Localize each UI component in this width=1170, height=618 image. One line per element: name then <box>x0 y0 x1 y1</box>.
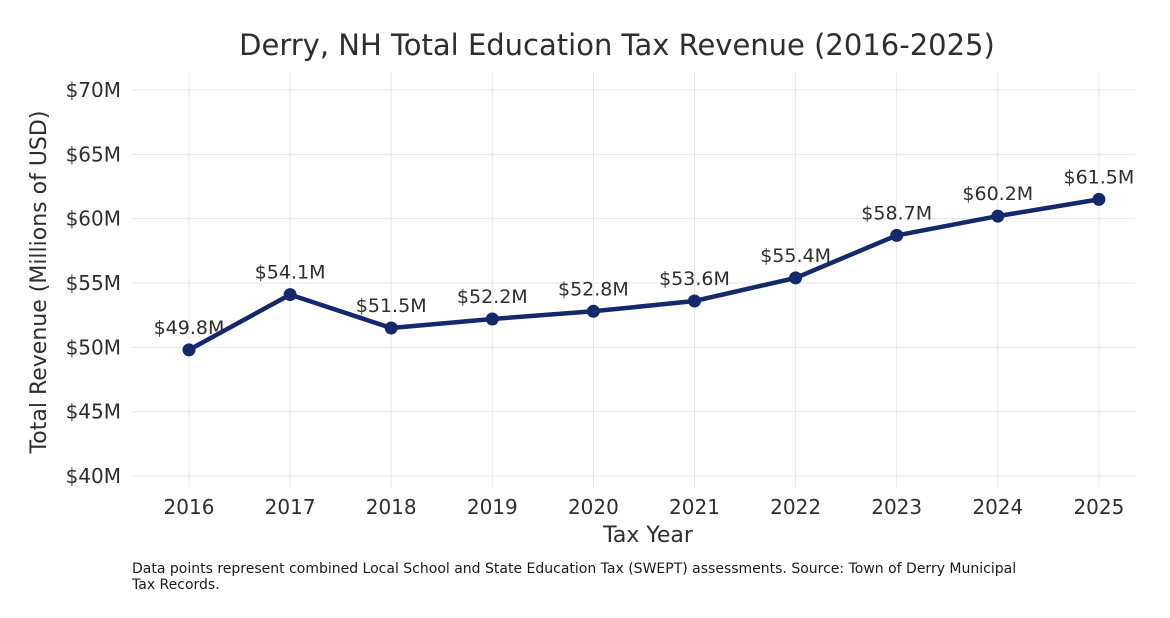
data-label: $51.5M <box>356 295 427 317</box>
y-tick-label: $70M <box>66 78 121 102</box>
data-label: $52.8M <box>558 278 629 300</box>
data-label: $58.7M <box>861 202 932 224</box>
data-point <box>789 271 803 285</box>
series-line <box>186 197 1102 353</box>
x-tick-label: 2025 <box>1073 495 1124 519</box>
data-point <box>182 343 196 357</box>
data-label: $52.2M <box>457 286 528 308</box>
data-point <box>688 294 701 308</box>
x-axis-ticks: 2016 2017 2018 2019 2020 2021 2022 2023 2024 2025 <box>164 495 1125 519</box>
x-tick-label: 2021 <box>669 495 720 519</box>
data-point <box>485 312 499 326</box>
x-axis-title: Tax Year <box>602 523 694 548</box>
data-label: $49.8M <box>154 317 225 339</box>
y-tick-label: $40M <box>66 464 121 488</box>
data-point <box>1092 192 1106 206</box>
y-tick-label: $55M <box>66 271 121 295</box>
x-tick-label: 2019 <box>467 495 518 519</box>
y-tick-label: $50M <box>66 335 121 359</box>
data-points <box>182 192 1106 357</box>
data-labels: $49.8M $54.1M $51.5M $52.2M $52.8M $53.6M $55.… <box>154 166 1135 339</box>
data-label: $53.6M <box>659 268 730 290</box>
data-point <box>384 321 398 335</box>
series-line-group <box>186 197 1102 353</box>
x-tick-label: 2023 <box>871 495 922 519</box>
x-tick-label: 2024 <box>972 495 1023 519</box>
chart-caption: Data points represent combined Local Sch… <box>132 561 1017 593</box>
data-label: $55.4M <box>760 245 831 267</box>
x-tick-label: 2022 <box>770 495 821 519</box>
data-label: $60.2M <box>962 183 1033 205</box>
data-point <box>283 288 297 302</box>
chart-title: Derry, NH Total Education Tax Revenue (2… <box>239 28 995 62</box>
y-axis-ticks: $40M $45M $50M $55M $60M $65M $70M <box>66 78 121 488</box>
y-tick-label: $60M <box>66 207 121 231</box>
y-axis-title: Total Revenue (Millions of USD) <box>27 111 52 455</box>
x-tick-label: 2020 <box>568 495 619 519</box>
x-tick-label: 2016 <box>164 495 215 519</box>
data-point <box>890 228 904 242</box>
data-label: $61.5M <box>1064 166 1135 188</box>
x-tick-label: 2018 <box>366 495 417 519</box>
y-tick-label: $65M <box>66 142 121 166</box>
data-point <box>991 209 1005 223</box>
x-tick-label: 2017 <box>265 495 316 519</box>
data-point <box>586 304 600 318</box>
y-tick-label: $45M <box>66 400 121 424</box>
data-label: $54.1M <box>255 262 326 284</box>
